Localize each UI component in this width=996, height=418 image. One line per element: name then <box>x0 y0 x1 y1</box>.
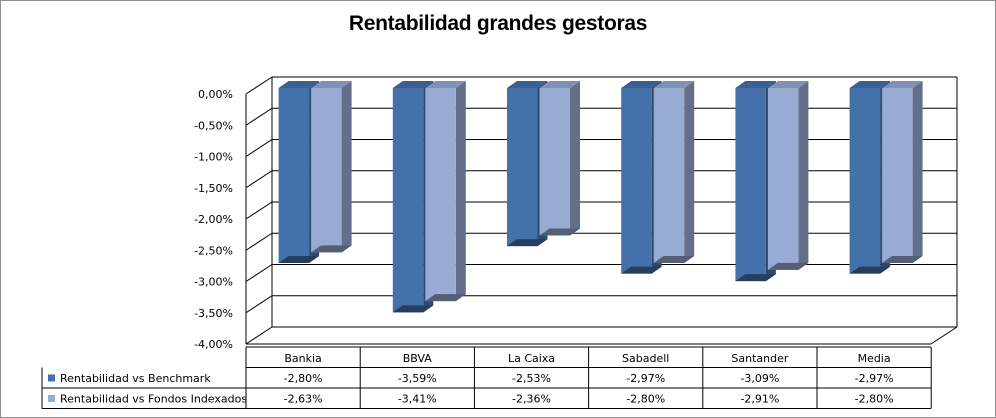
bar-bottom <box>311 245 352 253</box>
bar-front <box>539 88 570 236</box>
bar-bottom <box>882 256 923 263</box>
legend-swatch <box>48 374 55 382</box>
bar-side <box>798 81 809 270</box>
y-tick-label: -0,50% <box>194 119 233 132</box>
side-gridline <box>245 107 273 126</box>
bar-front <box>735 88 766 282</box>
bar-side <box>570 81 580 236</box>
y-tick-label: -2,00% <box>194 213 233 226</box>
legend-series-name: Rentabilidad vs Fondos Indexados <box>60 393 247 406</box>
bar-top <box>767 81 809 88</box>
bar-top <box>392 81 434 88</box>
side-gridline <box>245 326 273 345</box>
side-gridline <box>245 76 273 95</box>
bar-side <box>912 81 923 263</box>
bar-bottom <box>735 274 776 282</box>
table-value-cell: -2,36% <box>512 393 551 406</box>
table-category-label: La Caixa <box>508 352 555 365</box>
y-tick-label: -1,50% <box>194 182 233 195</box>
bar-side <box>684 81 695 263</box>
bar-rentabilidad-vs-fondos-indexados-bbva <box>425 81 466 302</box>
bar-bottom <box>653 256 695 263</box>
table-category-label: BBVA <box>403 352 433 365</box>
table-value-cell: -2,91% <box>740 393 779 406</box>
bar-side <box>341 81 352 253</box>
bar-top <box>653 81 695 88</box>
side-gridline <box>245 295 273 314</box>
bar-bottom <box>539 228 580 236</box>
bar-top <box>425 81 466 88</box>
bar-side <box>455 81 466 302</box>
y-tick-label: -2,50% <box>194 244 233 257</box>
table-category-label: Santander <box>731 352 788 365</box>
side-gridline <box>245 264 273 282</box>
table-value-cell: -2,53% <box>512 372 551 385</box>
side-gridline <box>245 232 273 251</box>
bar-top <box>735 81 776 88</box>
y-tick-label: -3,50% <box>194 307 233 320</box>
table-category-label: Sabadell <box>622 352 669 365</box>
bar-top <box>882 81 923 88</box>
bar-front <box>507 88 538 247</box>
bar-front <box>849 88 881 274</box>
bar-rentabilidad-vs-fondos-indexados-sabadell <box>653 81 695 263</box>
bar-front <box>278 88 310 263</box>
y-tick-label: -1,00% <box>194 151 233 164</box>
bar-top <box>311 81 352 88</box>
bar-bottom <box>849 266 891 274</box>
bar-rentabilidad-vs-fondos-indexados-bankia <box>311 81 352 253</box>
bar-front <box>653 88 685 263</box>
bar-rentabilidad-vs-fondos-indexados-media <box>882 81 923 263</box>
bar-front <box>311 88 342 253</box>
bar-bottom <box>278 256 320 263</box>
bar-top <box>539 81 580 88</box>
table-category-label: Media <box>858 352 891 365</box>
bar-top <box>849 81 891 88</box>
bar-rentabilidad-vs-fondos-indexados-la-caixa <box>539 81 580 236</box>
table-value-cell: -3,41% <box>398 393 437 406</box>
side-gridline <box>245 170 273 189</box>
table-value-cell: -2,80% <box>855 393 894 406</box>
bar-bottom <box>507 239 548 247</box>
chart-title: Rentabilidad grandes gestoras <box>348 12 648 35</box>
bar-bottom <box>621 266 662 274</box>
floor-right-edge <box>930 326 958 345</box>
bar-top <box>621 81 662 88</box>
bar-rentabilidad-vs-fondos-indexados-santander <box>767 81 809 270</box>
bar-front <box>392 88 424 313</box>
legend-series-name: Rentabilidad vs Benchmark <box>60 372 211 385</box>
legend-swatch <box>48 395 55 402</box>
bar-front <box>767 88 799 270</box>
bar-front <box>425 88 456 302</box>
y-tick-label: -3,00% <box>194 276 233 289</box>
table-value-cell: -3,59% <box>398 372 437 385</box>
bar-front <box>621 88 652 274</box>
side-gridline <box>245 201 273 220</box>
bar-top <box>507 81 548 88</box>
bar-front <box>882 88 913 263</box>
bar-top <box>278 81 320 88</box>
side-gridline <box>245 139 273 157</box>
table-category-label: Bankia <box>284 352 321 365</box>
bar-bottom <box>425 294 466 302</box>
bar-bottom <box>392 305 434 313</box>
bar-bottom <box>767 262 809 270</box>
y-tick-label: -4,00% <box>194 338 233 351</box>
table-value-cell: -2,80% <box>626 393 665 406</box>
table-value-cell: -2,80% <box>284 372 323 385</box>
table-value-cell: -2,97% <box>855 372 894 385</box>
y-tick-label: 0,00% <box>198 88 233 101</box>
table-value-cell: -2,97% <box>626 372 665 385</box>
table-value-cell: -3,09% <box>740 372 779 385</box>
table-value-cell: -2,63% <box>284 393 323 406</box>
